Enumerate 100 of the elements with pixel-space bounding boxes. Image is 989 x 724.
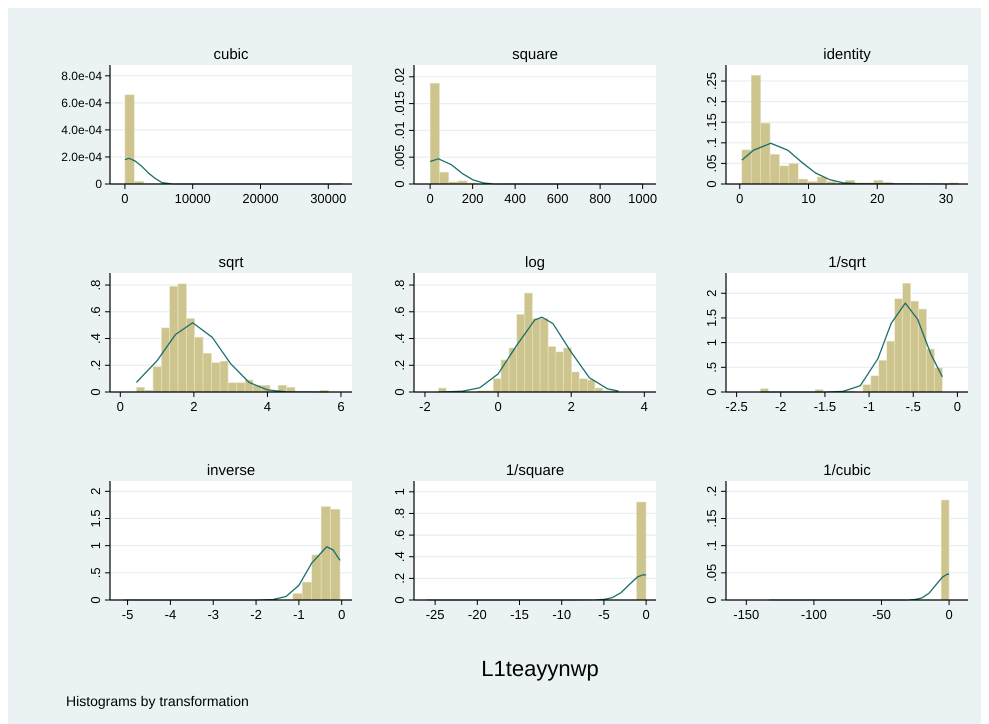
y-tick-label: 1.5 — [704, 308, 719, 327]
x-tick-label: -100 — [800, 607, 827, 622]
x-tick-label: 30 — [938, 191, 954, 206]
y-tick-label: .1 — [704, 137, 719, 148]
y-tick-label: .8 — [88, 280, 103, 290]
y-tick-label: .2 — [392, 360, 407, 371]
y-tick-label: .6 — [392, 530, 407, 541]
y-tick-label: .005 — [392, 144, 407, 170]
x-tick-label: -1 — [293, 607, 305, 622]
y-tick-label: .8 — [392, 508, 407, 519]
y-tick-label: .15 — [704, 113, 719, 132]
y-tick-label: 0 — [704, 180, 719, 188]
x-tick-label: 0 — [954, 399, 962, 414]
y-tick-label: .02 — [392, 68, 407, 86]
y-tick-label: .8 — [392, 280, 407, 290]
x-tick-label: 400 — [504, 191, 526, 206]
y-tick-label: .2 — [88, 360, 103, 371]
x-tick-label: -25 — [426, 607, 444, 622]
chart-title: square — [512, 46, 558, 63]
x-tick-label: -2.5 — [725, 399, 748, 414]
x-tick-label: -3 — [207, 607, 220, 622]
x-tick-label: -20 — [468, 607, 487, 622]
y-tick-label: 2 — [88, 488, 103, 495]
y-tick-label: 4.0e-04 — [61, 123, 102, 138]
chart-title: cubic — [213, 46, 249, 63]
x-tick-label: 800 — [589, 191, 611, 206]
x-axis-title: L1teayynwp — [481, 656, 599, 681]
chart-title: 1/cubic — [823, 462, 872, 479]
chart-title: 1/square — [506, 462, 564, 479]
y-tick-label: 0 — [704, 596, 719, 604]
y-tick-label: 1 — [392, 488, 407, 496]
y-tick-label: .5 — [704, 362, 719, 373]
x-tick-label: -5 — [122, 607, 134, 622]
x-tick-label: 4 — [264, 399, 272, 414]
x-tick-label: 1000 — [628, 191, 658, 206]
x-tick-label: 200 — [462, 191, 484, 206]
x-tick-label: 0 — [426, 191, 434, 206]
x-tick-label: 2 — [568, 399, 575, 414]
x-tick-label: -15 — [510, 607, 529, 622]
x-tick-label: 0 — [642, 607, 650, 622]
y-tick-label: 0 — [392, 388, 407, 396]
y-tick-label: 0 — [95, 177, 102, 192]
x-tick-label: -2 — [250, 607, 262, 622]
x-tick-label: 4 — [640, 399, 648, 414]
y-tick-label: .1 — [704, 540, 719, 552]
y-tick-label: .5 — [88, 567, 103, 578]
y-tick-label: .4 — [392, 551, 407, 562]
y-tick-label: 1.5 — [88, 509, 103, 528]
y-tick-label: .4 — [392, 333, 407, 344]
x-tick-label: 10 — [801, 191, 816, 206]
y-tick-label: 6.0e-04 — [61, 96, 102, 110]
chart-title: 1/sqrt — [828, 254, 867, 271]
x-tick-label: 600 — [546, 191, 568, 206]
x-tick-label: -150 — [733, 607, 760, 622]
y-tick-label: 1 — [88, 542, 103, 550]
x-tick-label: -1.5 — [814, 399, 836, 414]
y-tick-label: .01 — [392, 121, 407, 140]
y-tick-label: .15 — [704, 509, 719, 528]
x-tick-label: -10 — [552, 607, 572, 622]
x-tick-label: -2 — [774, 399, 787, 414]
x-tick-label: 0 — [116, 399, 124, 414]
x-tick-label: 6 — [337, 399, 345, 414]
x-tick-label: 20 — [870, 191, 884, 206]
x-tick-label: 10000 — [174, 191, 211, 206]
y-tick-label: 0 — [392, 596, 407, 604]
y-tick-label: .2 — [392, 572, 407, 584]
text: Histograms by transformation — [66, 693, 249, 709]
y-tick-label: .4 — [88, 333, 103, 344]
y-tick-label: .2 — [704, 486, 719, 497]
y-tick-label: .25 — [704, 72, 719, 90]
x-tick-label: -4 — [164, 607, 176, 622]
chart-title: inverse — [206, 462, 256, 479]
y-tick-label: 0 — [88, 388, 103, 396]
y-tick-label: 1 — [704, 339, 719, 346]
y-tick-label: 0 — [88, 596, 103, 604]
x-tick-label: -5 — [598, 607, 610, 622]
x-tick-label: 0 — [338, 607, 346, 622]
y-tick-label: 2 — [704, 290, 719, 297]
x-tick-label: 0 — [121, 191, 129, 206]
chart-title: sqrt — [218, 254, 244, 271]
y-tick-label: .6 — [88, 306, 103, 318]
x-tick-label: 2 — [190, 399, 198, 414]
y-tick-label: 0 — [704, 388, 719, 396]
x-tick-label: -50 — [872, 607, 891, 622]
x-tick-label: 20000 — [242, 191, 279, 206]
y-tick-label: 8.0e-04 — [61, 69, 102, 84]
x-tick-label: 0 — [736, 191, 744, 206]
x-tick-label: 0 — [945, 607, 953, 622]
x-tick-label: 30000 — [310, 191, 346, 206]
x-tick-label: -.5 — [906, 399, 921, 414]
y-tick-label: .015 — [392, 90, 407, 116]
y-tick-label: .05 — [704, 154, 719, 172]
y-tick-label: 0 — [392, 180, 407, 188]
x-tick-label: -2 — [419, 399, 431, 414]
x-tick-label: 0 — [494, 399, 502, 414]
chart-title: identity — [823, 46, 872, 63]
y-tick-label: .05 — [704, 564, 719, 582]
y-tick-label: 2.0e-04 — [61, 150, 102, 164]
chart-title: log — [524, 254, 546, 271]
y-tick-label: .6 — [392, 306, 407, 318]
